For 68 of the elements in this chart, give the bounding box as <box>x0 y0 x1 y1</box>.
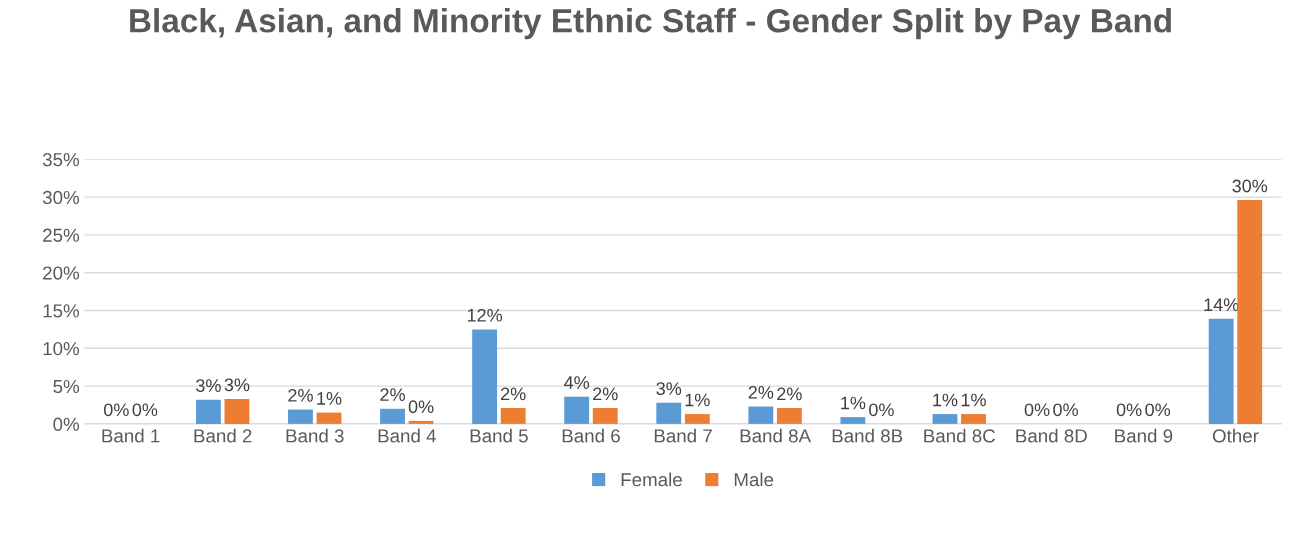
x-tick-label: Band 9 <box>1115 428 1173 443</box>
y-tick-label: 5% <box>53 379 80 394</box>
data-label: 0% <box>1024 403 1050 417</box>
bar <box>195 399 221 424</box>
data-label: 0% <box>132 403 158 417</box>
data-label: 1% <box>685 393 710 407</box>
data-label: 1% <box>933 393 958 407</box>
y-tick-label: 30% <box>42 190 80 205</box>
x-tick-label: Band 8C <box>924 428 996 443</box>
bar <box>500 408 526 424</box>
x-tick-label: Band 8D <box>1016 428 1087 443</box>
data-label: 0% <box>103 403 129 417</box>
data-label: 1% <box>841 396 866 410</box>
x-tick-label: Band 3 <box>286 428 344 443</box>
y-tick-label: 15% <box>43 304 80 318</box>
bar <box>1208 318 1234 424</box>
bar <box>592 408 618 424</box>
y-tick-label: 25% <box>43 228 80 242</box>
data-label: 0% <box>869 403 894 417</box>
data-label: 0% <box>408 400 434 414</box>
data-label: 2% <box>380 388 405 401</box>
x-tick-label: Band 8A <box>740 428 812 443</box>
data-label: 2% <box>593 387 618 401</box>
y-tick-label: 0% <box>53 417 80 431</box>
data-label: 3% <box>224 378 250 392</box>
data-label: 3% <box>656 382 682 395</box>
x-tick-label: Band 5 <box>470 428 528 443</box>
data-label: 0% <box>1116 403 1142 417</box>
x-tick-label: Band 2 <box>194 428 252 443</box>
data-label: 2% <box>777 387 802 401</box>
y-tick-label: 35% <box>42 153 80 167</box>
data-label: 4% <box>564 376 590 389</box>
x-tick-label: Band 7 <box>654 428 712 443</box>
y-tick-label: 20% <box>43 266 80 280</box>
x-tick-label: Band 8B <box>832 428 903 443</box>
x-tick-label: Other <box>1212 428 1259 443</box>
bar <box>656 402 682 424</box>
bar <box>472 329 498 424</box>
data-label: 2% <box>748 385 774 399</box>
data-label: 0% <box>1145 403 1171 417</box>
bar <box>776 408 802 424</box>
data-label: 3% <box>196 379 221 392</box>
data-label: 2% <box>288 389 313 402</box>
bar <box>840 417 866 424</box>
bar <box>961 414 986 424</box>
bar <box>932 414 958 424</box>
data-label: 12% <box>467 308 503 322</box>
x-tick-label: Band 1 <box>102 428 160 443</box>
legend-label: Female <box>621 472 682 487</box>
bar <box>224 398 250 424</box>
bar <box>316 412 342 424</box>
data-label: 30% <box>1232 179 1268 193</box>
x-tick-label: Band 4 <box>378 428 436 443</box>
legend-label: Male <box>734 472 774 487</box>
chart-title: Black, Asian, and Minority Ethnic Staff - Gender Split by Pay Band <box>130 8 1171 40</box>
bar <box>684 414 710 424</box>
y-tick-label: 10% <box>43 342 80 356</box>
bar <box>288 409 313 424</box>
data-label: 2% <box>501 387 526 401</box>
data-label: 1% <box>961 393 986 407</box>
bar <box>1237 200 1263 424</box>
x-tick-label: Band 6 <box>562 428 620 443</box>
bar <box>408 420 434 424</box>
bar <box>380 408 405 424</box>
data-label: 1% <box>317 392 342 405</box>
bar <box>564 396 590 424</box>
data-label: 0% <box>1053 403 1078 417</box>
bar <box>748 406 774 424</box>
